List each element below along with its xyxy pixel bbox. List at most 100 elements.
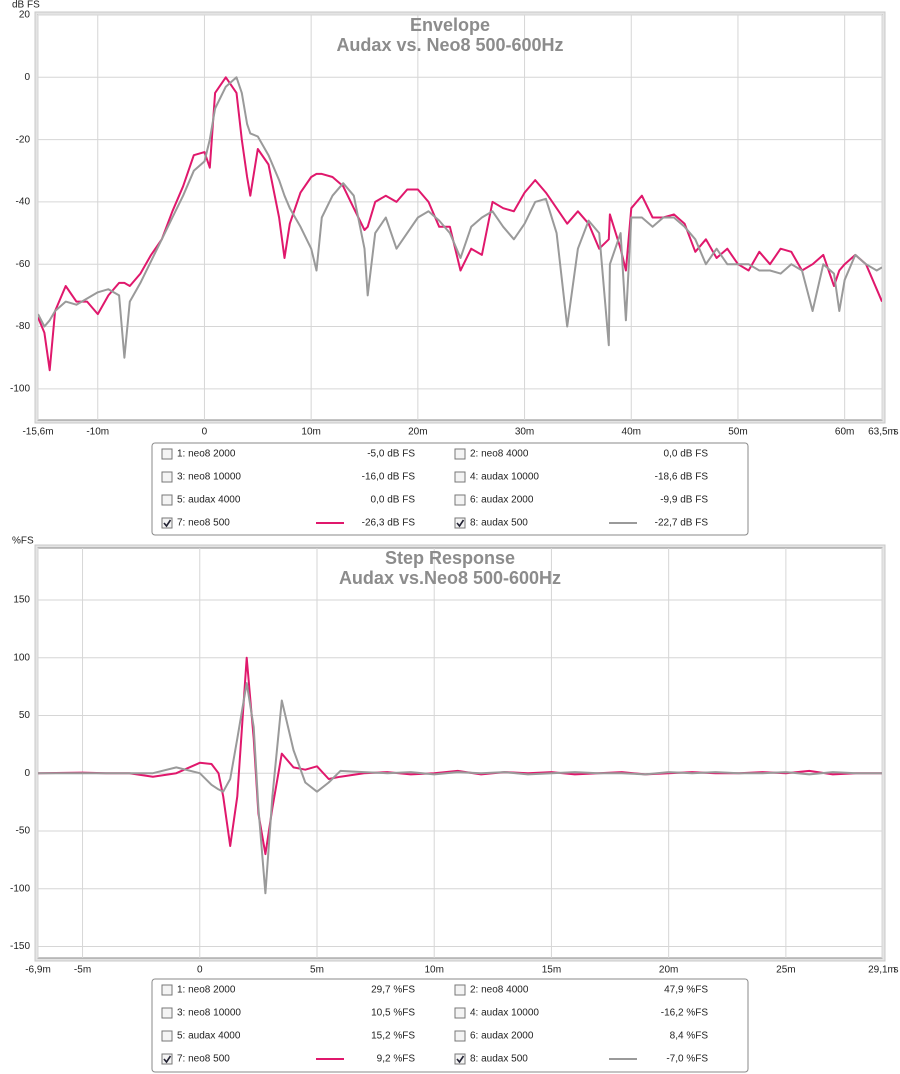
legend-check <box>163 1055 172 1064</box>
x-tick-label: 0 <box>197 965 203 976</box>
legend-readout: 47,9 %FS <box>664 985 708 996</box>
legend-checkbox[interactable] <box>454 1030 466 1042</box>
legend-readout: 9,2 %FS <box>377 1054 416 1065</box>
legend-readout: -9,9 dB FS <box>660 495 708 506</box>
legend-checkbox[interactable] <box>161 448 173 460</box>
legend-readout: 0,0 dB FS <box>371 495 416 506</box>
legend-name: 6: audax 2000 <box>470 1031 534 1042</box>
y-tick-label: -100 <box>10 383 30 394</box>
legend-checkbox[interactable] <box>454 517 466 529</box>
x-tick-label: 25m <box>776 965 795 976</box>
x-tick-label: 63,5m <box>868 427 896 438</box>
legend-name: 8: audax 500 <box>470 518 528 529</box>
x-tick-label: 15m <box>542 965 561 976</box>
chart-title: Envelope <box>410 15 490 35</box>
legend-name: 1: neo8 2000 <box>177 985 236 996</box>
chart-subtitle: Audax vs. Neo8 500-600Hz <box>336 35 563 55</box>
legend-readout: -26,3 dB FS <box>362 518 416 529</box>
x-tick-label: -6,9m <box>25 965 51 976</box>
y-tick-label: -40 <box>16 197 31 208</box>
x-tick-label: 50m <box>728 427 747 438</box>
x-tick-label: 0 <box>202 427 208 438</box>
y-tick-label: 0 <box>24 72 30 83</box>
chart-title: Step Response <box>385 548 515 568</box>
legend-name: 1: neo8 2000 <box>177 449 236 460</box>
x-tick-label: -15,6m <box>22 427 53 438</box>
y-tick-label: 0 <box>24 768 30 779</box>
legend-readout: -22,7 dB FS <box>655 518 709 529</box>
plot-area <box>37 14 883 421</box>
legend-check <box>456 1055 465 1064</box>
x-tick-label: 30m <box>515 427 534 438</box>
legend-readout: 10,5 %FS <box>371 1008 415 1019</box>
legend-name: 4: audax 10000 <box>470 1008 539 1019</box>
plot-area <box>37 547 883 959</box>
legend-name: 7: neo8 500 <box>177 1054 230 1065</box>
legend-readout: 15,2 %FS <box>371 1031 415 1042</box>
x-tick-label: 60m <box>835 427 854 438</box>
y-tick-label: -60 <box>16 259 31 270</box>
chart-subtitle: Audax vs.Neo8 500-600Hz <box>339 568 561 588</box>
x-tick-label: -5m <box>74 965 91 976</box>
legend-checkbox[interactable] <box>161 1053 173 1065</box>
legend-check <box>163 519 172 528</box>
legend-name: 8: audax 500 <box>470 1054 528 1065</box>
series-line <box>38 682 882 895</box>
x-axis-label: s <box>894 965 899 976</box>
legend-readout: -16,2 %FS <box>661 1008 709 1019</box>
legend-name: 2: neo8 4000 <box>470 985 529 996</box>
y-tick-label: 150 <box>13 595 30 606</box>
legend-readout: 29,7 %FS <box>371 985 415 996</box>
y-axis-label: %FS <box>12 536 34 547</box>
legend-checkbox[interactable] <box>454 448 466 460</box>
y-tick-label: 100 <box>13 652 30 663</box>
legend-checkbox[interactable] <box>454 1053 466 1065</box>
legend-name: 2: neo8 4000 <box>470 449 529 460</box>
x-tick-label: 29,1m <box>868 965 896 976</box>
legend-name: 5: audax 4000 <box>177 495 241 506</box>
legend-name: 3: neo8 10000 <box>177 472 241 483</box>
legend-readout: 0,0 dB FS <box>664 449 709 460</box>
y-tick-label: -20 <box>16 134 31 145</box>
y-tick-label: 50 <box>19 710 31 721</box>
legend-name: 7: neo8 500 <box>177 518 230 529</box>
legend-checkbox[interactable] <box>454 494 466 506</box>
series-line <box>38 76 882 359</box>
legend-name: 4: audax 10000 <box>470 472 539 483</box>
legend-checkbox[interactable] <box>161 517 173 529</box>
legend-readout: -7,0 %FS <box>666 1054 708 1065</box>
x-axis-label: s <box>894 427 899 438</box>
legend-readout: -18,6 dB FS <box>655 472 709 483</box>
x-tick-label: -10m <box>86 427 109 438</box>
y-tick-label: -50 <box>16 826 31 837</box>
y-tick-label: -80 <box>16 321 31 332</box>
legend-name: 5: audax 4000 <box>177 1031 241 1042</box>
legend-box <box>151 978 749 1073</box>
legend-box <box>151 442 749 536</box>
legend-checkbox[interactable] <box>454 984 466 996</box>
legend-checkbox[interactable] <box>454 471 466 483</box>
legend-checkbox[interactable] <box>161 1030 173 1042</box>
legend-checkbox[interactable] <box>454 1007 466 1019</box>
legend-name: 3: neo8 10000 <box>177 1008 241 1019</box>
x-tick-label: 10m <box>424 965 443 976</box>
y-axis-label: dB FS <box>12 0 40 11</box>
legend-name: 6: audax 2000 <box>470 495 534 506</box>
y-tick-label: -150 <box>10 941 30 952</box>
legend-checkbox[interactable] <box>161 471 173 483</box>
x-tick-label: 20m <box>408 427 427 438</box>
x-tick-label: 5m <box>310 965 324 976</box>
legend-readout: 8,4 %FS <box>670 1031 709 1042</box>
x-tick-label: 10m <box>301 427 320 438</box>
legend-checkbox[interactable] <box>161 984 173 996</box>
x-tick-label: 40m <box>622 427 641 438</box>
legend-checkbox[interactable] <box>161 494 173 506</box>
legend-readout: -16,0 dB FS <box>362 472 416 483</box>
y-tick-label: 20 <box>19 10 31 21</box>
legend-checkbox[interactable] <box>161 1007 173 1019</box>
legend-readout: -5,0 dB FS <box>367 449 415 460</box>
series-line <box>38 76 882 372</box>
legend-check <box>456 519 465 528</box>
x-tick-label: 20m <box>659 965 678 976</box>
